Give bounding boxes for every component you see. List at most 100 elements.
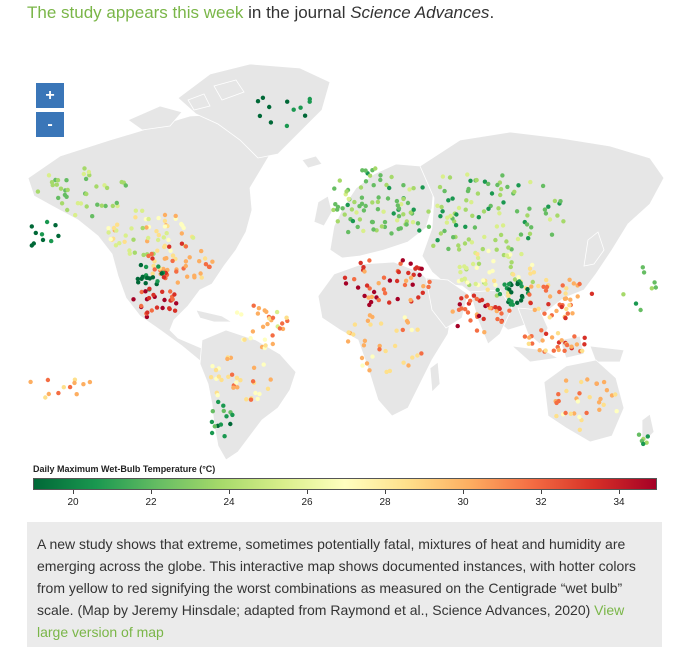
station-dot[interactable] bbox=[135, 276, 140, 282]
station-dot[interactable] bbox=[493, 305, 498, 310]
station-dot[interactable] bbox=[365, 318, 371, 323]
station-dot[interactable] bbox=[179, 231, 184, 236]
station-dot[interactable] bbox=[568, 297, 573, 302]
station-dot[interactable] bbox=[359, 355, 365, 361]
station-dot[interactable] bbox=[481, 278, 486, 283]
station-dot[interactable] bbox=[508, 252, 513, 257]
station-dot[interactable] bbox=[410, 220, 416, 225]
station-dot[interactable] bbox=[251, 303, 256, 308]
station-dot[interactable] bbox=[530, 262, 535, 268]
station-dot[interactable] bbox=[87, 173, 92, 178]
station-dot[interactable] bbox=[162, 212, 168, 218]
station-dot[interactable] bbox=[222, 434, 227, 439]
station-dot[interactable] bbox=[497, 306, 502, 311]
station-dot[interactable] bbox=[168, 248, 173, 253]
station-dot[interactable] bbox=[84, 191, 89, 197]
station-dot[interactable] bbox=[575, 294, 580, 299]
station-dot[interactable] bbox=[263, 343, 268, 348]
station-dot[interactable] bbox=[494, 247, 499, 252]
station-dot[interactable] bbox=[567, 277, 572, 282]
station-dot[interactable] bbox=[298, 105, 303, 110]
station-dot[interactable] bbox=[187, 255, 192, 260]
station-dot[interactable] bbox=[46, 391, 51, 397]
station-dot[interactable] bbox=[123, 233, 128, 238]
station-dot[interactable] bbox=[274, 309, 280, 315]
station-dot[interactable] bbox=[399, 202, 404, 207]
station-dot[interactable] bbox=[133, 208, 138, 213]
station-dot[interactable] bbox=[486, 206, 491, 211]
view-large-map-link[interactable]: View large version of map bbox=[37, 602, 625, 640]
station-dot[interactable] bbox=[56, 233, 61, 239]
station-dot[interactable] bbox=[267, 316, 272, 321]
station-dot[interactable] bbox=[577, 427, 582, 432]
station-dot[interactable] bbox=[506, 293, 511, 298]
station-dot[interactable] bbox=[466, 237, 471, 242]
station-dot[interactable] bbox=[94, 184, 99, 189]
station-dot[interactable] bbox=[396, 214, 402, 219]
station-dot[interactable] bbox=[203, 262, 209, 267]
station-dot[interactable] bbox=[614, 409, 619, 414]
station-dot[interactable] bbox=[132, 250, 137, 255]
station-dot[interactable] bbox=[526, 341, 531, 346]
station-dot[interactable] bbox=[542, 207, 548, 212]
station-dot[interactable] bbox=[531, 270, 537, 275]
station-dot[interactable] bbox=[512, 277, 518, 282]
station-dot[interactable] bbox=[563, 378, 569, 383]
station-dot[interactable] bbox=[387, 278, 393, 283]
station-dot[interactable] bbox=[473, 281, 478, 287]
station-dot[interactable] bbox=[493, 282, 498, 288]
station-dot[interactable] bbox=[360, 168, 365, 173]
station-dot[interactable] bbox=[250, 379, 256, 384]
station-dot[interactable] bbox=[579, 379, 584, 385]
station-dot[interactable] bbox=[405, 200, 411, 206]
station-dot[interactable] bbox=[644, 440, 649, 445]
station-dot[interactable] bbox=[251, 365, 257, 370]
station-dot[interactable] bbox=[302, 113, 308, 118]
station-dot[interactable] bbox=[549, 335, 555, 340]
station-dot[interactable] bbox=[458, 270, 463, 275]
station-dot[interactable] bbox=[260, 324, 266, 329]
station-dot[interactable] bbox=[427, 279, 432, 285]
station-dot[interactable] bbox=[255, 396, 260, 402]
station-dot[interactable] bbox=[250, 329, 256, 334]
station-dot[interactable] bbox=[366, 295, 371, 300]
station-dot[interactable] bbox=[106, 230, 111, 235]
station-dot[interactable] bbox=[394, 278, 400, 284]
station-dot[interactable] bbox=[419, 351, 424, 356]
station-dot[interactable] bbox=[162, 256, 167, 261]
station-dot[interactable] bbox=[410, 355, 415, 360]
station-dot[interactable] bbox=[640, 265, 645, 270]
station-dot[interactable] bbox=[547, 217, 553, 222]
station-dot[interactable] bbox=[462, 276, 467, 281]
station-dot[interactable] bbox=[150, 256, 155, 261]
station-dot[interactable] bbox=[420, 290, 425, 295]
station-dot[interactable] bbox=[359, 195, 365, 200]
station-dot[interactable] bbox=[507, 308, 512, 313]
station-dot[interactable] bbox=[401, 196, 406, 202]
station-dot[interactable] bbox=[370, 200, 375, 205]
station-dot[interactable] bbox=[361, 228, 366, 234]
station-dot[interactable] bbox=[528, 179, 533, 185]
station-dot[interactable] bbox=[369, 219, 375, 225]
station-dot[interactable] bbox=[529, 284, 534, 289]
station-dot[interactable] bbox=[411, 186, 416, 191]
station-dot[interactable] bbox=[166, 237, 171, 243]
station-dot[interactable] bbox=[156, 232, 161, 238]
station-dot[interactable] bbox=[146, 295, 152, 301]
station-dot[interactable] bbox=[99, 203, 105, 208]
station-dot[interactable] bbox=[594, 381, 599, 386]
station-dot[interactable] bbox=[106, 226, 111, 231]
station-dot[interactable] bbox=[574, 342, 580, 347]
station-dot[interactable] bbox=[168, 289, 173, 294]
station-dot[interactable] bbox=[468, 298, 473, 303]
station-dot[interactable] bbox=[56, 195, 61, 201]
station-dot[interactable] bbox=[415, 353, 420, 358]
station-dot[interactable] bbox=[268, 120, 274, 125]
station-dot[interactable] bbox=[401, 360, 406, 365]
station-dot[interactable] bbox=[474, 265, 479, 270]
station-dot[interactable] bbox=[44, 219, 50, 225]
station-dot[interactable] bbox=[136, 280, 141, 285]
station-dot[interactable] bbox=[150, 271, 155, 276]
station-dot[interactable] bbox=[381, 209, 386, 214]
station-dot[interactable] bbox=[78, 201, 84, 206]
